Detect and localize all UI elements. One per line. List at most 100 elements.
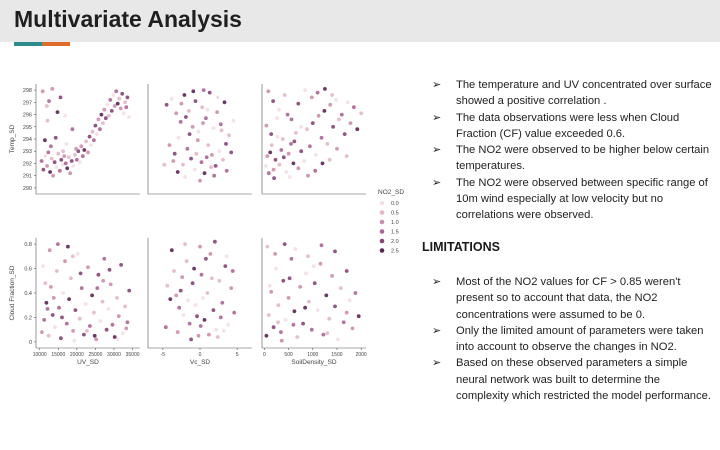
- data-point: [48, 170, 52, 174]
- data-point: [60, 162, 65, 167]
- data-point: [299, 149, 304, 154]
- finding-text: The NO2 were observed between specific r…: [456, 176, 708, 222]
- y-tick-label: 294: [23, 137, 32, 143]
- data-point: [330, 93, 334, 97]
- data-point: [313, 168, 318, 173]
- data-point: [171, 159, 176, 163]
- data-point: [268, 150, 273, 155]
- limitation-item: ➢ Only the limited amount of parameters w…: [430, 323, 715, 356]
- data-point: [266, 313, 271, 317]
- data-point: [335, 146, 339, 151]
- data-point: [302, 159, 306, 163]
- data-point: [306, 254, 310, 259]
- data-point: [222, 100, 227, 105]
- data-point: [125, 320, 130, 325]
- data-point: [305, 127, 309, 132]
- data-point: [115, 337, 120, 342]
- data-point: [63, 113, 67, 118]
- data-point: [89, 143, 93, 147]
- data-point: [223, 264, 228, 268]
- data-point: [220, 300, 225, 305]
- data-point: [69, 159, 74, 163]
- data-point: [315, 90, 320, 95]
- data-point: [289, 256, 294, 261]
- data-point: [306, 173, 310, 178]
- data-point: [200, 105, 205, 110]
- data-point: [49, 144, 53, 149]
- data-point: [39, 159, 44, 163]
- legend-swatch: [379, 238, 385, 244]
- data-point: [40, 330, 44, 334]
- data-point: [183, 242, 188, 247]
- data-point: [319, 243, 324, 248]
- legend-label: 2.5: [391, 249, 399, 255]
- data-point: [316, 113, 321, 118]
- data-point: [50, 87, 55, 91]
- y-tick-label: 292: [23, 161, 32, 167]
- data-point: [336, 337, 340, 342]
- data-point: [303, 305, 307, 310]
- page-title: Multivariate Analysis: [14, 6, 242, 32]
- data-point: [107, 267, 112, 272]
- data-point: [68, 171, 73, 176]
- legend-label: 0.5: [391, 211, 399, 217]
- x-tick-label: 20000: [70, 352, 84, 358]
- data-point: [41, 167, 46, 172]
- data-point: [61, 291, 65, 295]
- data-point: [123, 100, 127, 105]
- data-point: [331, 124, 335, 129]
- data-point: [224, 142, 228, 146]
- data-point: [100, 299, 105, 304]
- data-point: [226, 322, 231, 327]
- data-point: [111, 93, 116, 97]
- data-point: [215, 95, 220, 100]
- data-point: [108, 98, 113, 102]
- data-point: [264, 123, 269, 128]
- data-point: [77, 160, 82, 165]
- data-point: [54, 165, 59, 169]
- data-point: [194, 151, 199, 156]
- data-point: [175, 330, 180, 334]
- y-tick-label: 295: [23, 125, 32, 131]
- data-point: [40, 89, 45, 94]
- legend-swatch: [379, 219, 385, 225]
- y-axis-label: Temp_SD: [9, 124, 16, 153]
- data-point: [207, 332, 211, 337]
- data-point: [120, 91, 125, 96]
- data-point: [303, 88, 307, 92]
- data-point: [52, 160, 57, 165]
- data-point: [106, 307, 111, 311]
- data-point: [193, 303, 198, 308]
- data-point: [318, 261, 323, 266]
- data-point: [61, 149, 65, 154]
- data-point: [217, 149, 222, 154]
- data-point: [279, 148, 284, 152]
- data-point: [271, 167, 276, 172]
- data-point: [172, 151, 177, 156]
- data-point: [211, 126, 216, 130]
- legend-swatch: [379, 210, 385, 215]
- data-point: [217, 278, 222, 283]
- x-tick-label: 35000: [126, 352, 140, 358]
- data-point: [211, 308, 216, 312]
- data-point: [292, 309, 297, 314]
- data-point: [287, 276, 292, 281]
- arrow-bullet-icon: ➢: [432, 357, 442, 370]
- data-point: [201, 88, 206, 92]
- data-point: [210, 276, 214, 281]
- limitation-item: ➢ Based on these observed parameters a si…: [430, 355, 715, 404]
- data-point: [282, 242, 287, 247]
- data-point: [187, 132, 192, 136]
- data-point: [269, 289, 274, 294]
- data-point: [355, 127, 360, 132]
- data-point: [92, 310, 96, 315]
- data-point: [99, 112, 104, 117]
- x-tick-label: 25000: [88, 352, 102, 358]
- data-point: [215, 110, 220, 114]
- data-point: [59, 336, 63, 341]
- data-point: [43, 154, 48, 158]
- data-point: [164, 102, 169, 107]
- data-point: [267, 283, 272, 288]
- data-point: [90, 293, 94, 298]
- data-point: [105, 102, 110, 107]
